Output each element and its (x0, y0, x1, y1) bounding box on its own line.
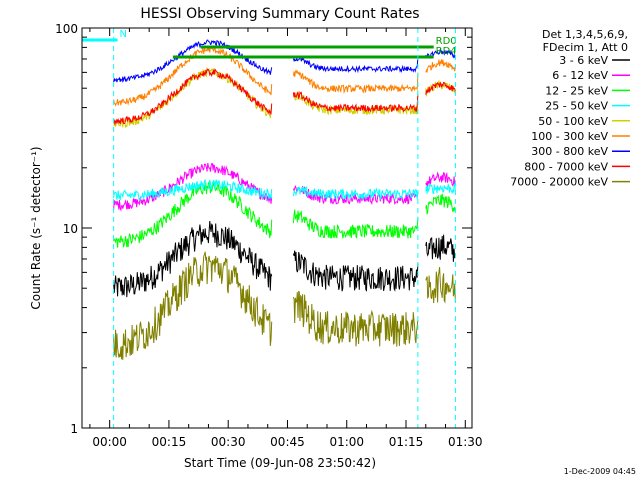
legend-header-1: FDecim 1, Att 0 (543, 41, 628, 54)
plot-data-layer (113, 39, 456, 360)
series-line-1-2 (425, 171, 456, 187)
annotation-label-0: N (120, 29, 127, 40)
legend: Det 1,3,4,5,6,9,FDecim 1, Att 03 - 6 keV… (510, 28, 630, 189)
series-line-3-2 (425, 182, 456, 195)
x-tick-label-5: 01:15 (389, 435, 424, 449)
x-axis-label: Start Time (09-Jun-08 23:50:42) (184, 456, 376, 470)
series-0 (113, 220, 456, 298)
series-line-7-0 (113, 68, 273, 125)
series-5 (113, 46, 456, 107)
x-axis: 00:00 00:15 00:30 00:45 01:00 01:15 01:30 (89, 28, 483, 449)
series-line-5-1 (292, 69, 419, 95)
y-tick-label-1: 10 (63, 222, 78, 236)
legend-entry-1: 6 - 12 keV (552, 69, 608, 82)
series-line-3-1 (292, 185, 419, 201)
annotation-label-2: RD0 (436, 36, 457, 47)
series-line-5-0 (113, 46, 273, 107)
series-line-0-2 (425, 234, 456, 262)
series-line-7-2 (425, 81, 456, 95)
y-tick-label-0: 1 (70, 422, 78, 436)
legend-entry-7: 800 - 7000 keV (524, 160, 608, 173)
series-4 (113, 66, 456, 129)
series-line-2-2 (425, 193, 456, 215)
series-8 (113, 251, 456, 360)
series-line-0-1 (292, 250, 419, 292)
chart-title: HESSI Observing Summary Count Rates (140, 6, 419, 22)
series-3 (113, 178, 456, 201)
annotation-label-1: RD4 (436, 46, 457, 57)
y-axis: 1 10 100 (55, 22, 472, 436)
series-line-1-1 (292, 185, 419, 206)
series-line-4-1 (292, 90, 419, 116)
series-7 (113, 68, 456, 125)
series-line-2-0 (113, 180, 273, 248)
series-line-6-0 (113, 39, 273, 83)
x-tick-label-1: 00:15 (152, 435, 187, 449)
y-tick-label-2: 100 (55, 22, 78, 36)
series-1 (113, 162, 456, 212)
x-tick-label-3: 00:45 (270, 435, 305, 449)
series-line-3-0 (113, 178, 273, 201)
x-tick-label-0: 00:00 (92, 435, 127, 449)
series-line-7-1 (292, 90, 419, 113)
legend-entry-2: 12 - 25 keV (545, 84, 608, 97)
series-line-8-1 (292, 290, 419, 347)
y-axis-label: Count Rate (s⁻¹ detector⁻¹) (29, 146, 43, 309)
legend-entry-0: 3 - 6 keV (559, 54, 608, 67)
x-tick-label-2: 00:30 (211, 435, 246, 449)
series-line-8-2 (425, 267, 456, 304)
series-line-8-0 (113, 251, 273, 360)
legend-entry-5: 100 - 300 keV (531, 130, 608, 143)
series-line-5-2 (425, 59, 456, 74)
legend-entry-4: 50 - 100 keV (538, 115, 608, 128)
series-line-6-1 (292, 56, 419, 74)
series-line-2-1 (292, 209, 419, 239)
date-stamp: 1-Dec-2009 04:45 (564, 467, 636, 476)
legend-entry-6: 300 - 800 keV (531, 145, 608, 158)
legend-entry-3: 25 - 50 keV (545, 100, 608, 113)
series-line-0-0 (113, 220, 273, 298)
legend-entry-8: 7000 - 20000 keV (510, 176, 608, 189)
x-tick-label-4: 01:00 (329, 435, 364, 449)
x-tick-label-6: 01:30 (448, 435, 483, 449)
legend-header-0: Det 1,3,4,5,6,9, (542, 28, 628, 41)
